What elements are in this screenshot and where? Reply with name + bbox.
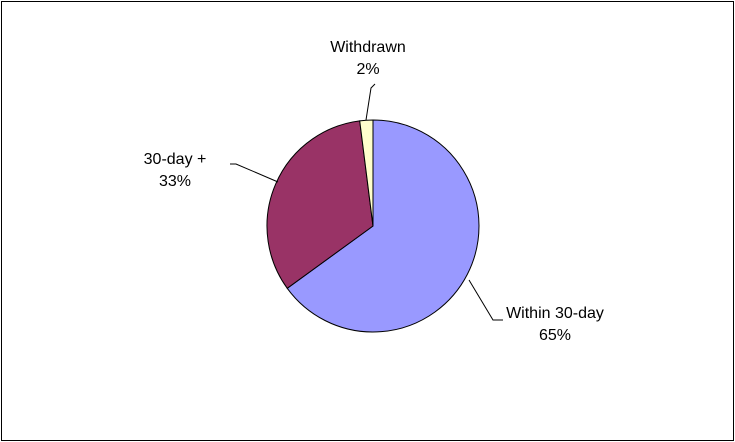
leader-line [230,163,279,183]
leader-line [365,83,376,121]
slice-value-label: 2% [356,61,379,78]
pie-slice-within-30-day [286,119,480,333]
leader-line [468,279,503,321]
pie-slice-30-day [266,120,374,290]
pie-slice-withdrawn [359,119,374,227]
slice-value-label: 33% [159,173,191,190]
slice-category-label: Withdrawn [330,39,406,56]
leader-lines [230,83,503,321]
slice-category-label: 30-day + [144,151,207,168]
slice-category-label: Within 30-day [506,305,604,322]
slice-value-label: 65% [539,327,571,344]
slice-labels: Within 30-day 65% 30-day + 33% Withdrawn 2% [144,39,604,344]
pie-slices [266,119,480,333]
